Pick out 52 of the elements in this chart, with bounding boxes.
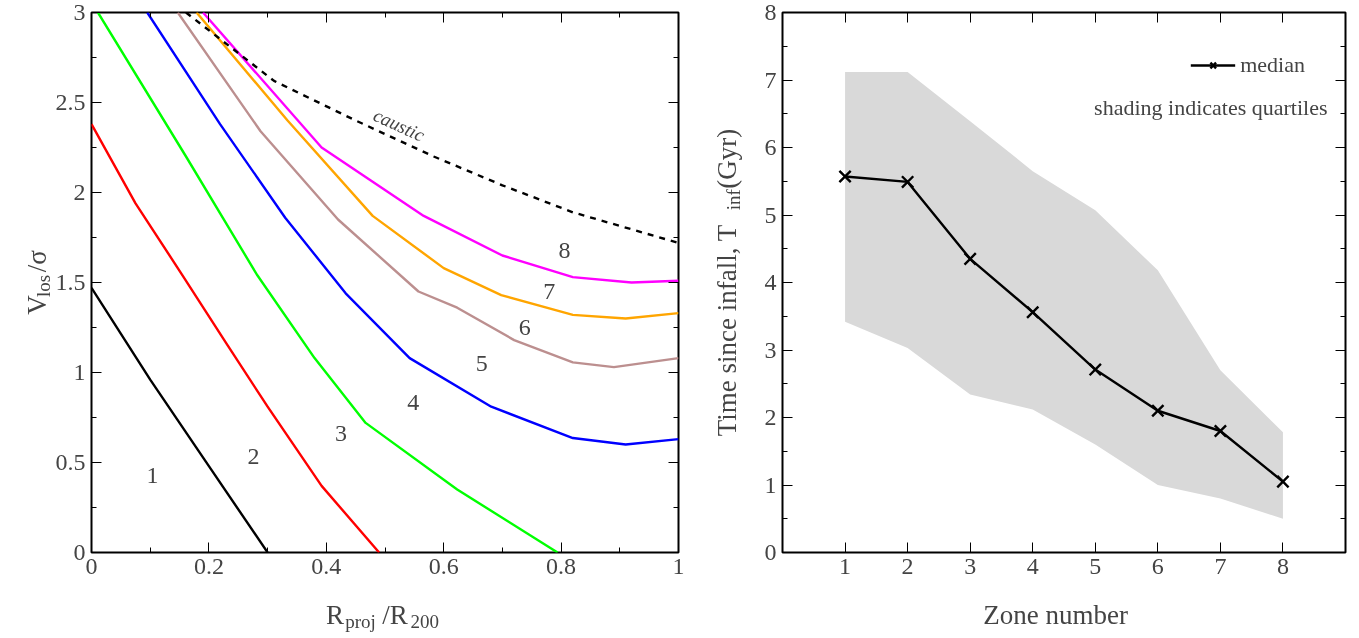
x-tick-label: 2 <box>901 552 914 579</box>
y-tick-label: 8 <box>764 0 777 25</box>
annotation: 2 <box>247 443 260 470</box>
y-tick-label: 7 <box>764 66 777 93</box>
point <box>1213 424 1228 438</box>
annotation: 1 <box>146 461 159 488</box>
line-series <box>96 12 559 553</box>
y-tick-label: 1.5 <box>55 269 86 295</box>
y-tick-label: 0.5 <box>55 449 86 475</box>
point <box>900 175 915 189</box>
y-tick-label: 2 <box>764 404 777 430</box>
x-tick-label: 1 <box>839 552 852 579</box>
legend-label: median <box>1240 52 1305 78</box>
x-tick-label: 0.8 <box>546 552 577 579</box>
x-tick-label: 0.4 <box>311 552 342 579</box>
annotation: 8 <box>558 236 571 263</box>
y-tick-label: 2 <box>73 179 86 205</box>
x-tick-label: 0.2 <box>193 552 224 579</box>
annotation: 5 <box>475 350 488 376</box>
x-axis-title: Zone number <box>983 599 1128 630</box>
annotation: 4 <box>407 389 420 416</box>
y-tick-label: 3 <box>73 0 86 25</box>
x-tick-label: 8 <box>1276 552 1289 579</box>
x-tick-label: 5 <box>1089 552 1102 579</box>
y-tick-label: 1 <box>764 471 777 498</box>
x-tick-label: 7 <box>1214 552 1227 579</box>
annotation: 3 <box>334 420 347 447</box>
annotation: shading indicates quartiles <box>1094 95 1328 120</box>
x-tick-label: 4 <box>1026 552 1039 579</box>
point <box>838 169 852 184</box>
point <box>963 252 978 266</box>
x-tick-label: 1 <box>672 552 685 579</box>
y-tick-label: 1 <box>73 359 86 385</box>
point <box>1025 305 1040 320</box>
text: caustic <box>370 104 429 146</box>
y-tick-label: 6 <box>764 134 777 160</box>
y-tick-label: 5 <box>764 201 777 228</box>
y-tick-label: 2.5 <box>55 89 86 115</box>
y-tick-label: 3 <box>764 336 777 363</box>
line-series <box>146 12 679 446</box>
point <box>1088 362 1103 377</box>
x-tick-label: 6 <box>1151 552 1164 579</box>
y-axis-title: Time since infall, Tinf(Gyr) <box>711 128 744 437</box>
point <box>1150 403 1165 418</box>
x-tick-label: 3 <box>964 552 977 579</box>
y-tick-label: 4 <box>764 269 777 295</box>
point <box>1276 474 1290 489</box>
annotation: 6 <box>518 313 531 340</box>
y-axis-title: Vlos/σ <box>21 249 54 315</box>
x-tick-label: 0.6 <box>428 552 459 579</box>
annotation: 7 <box>543 278 556 305</box>
line-series <box>176 12 679 369</box>
